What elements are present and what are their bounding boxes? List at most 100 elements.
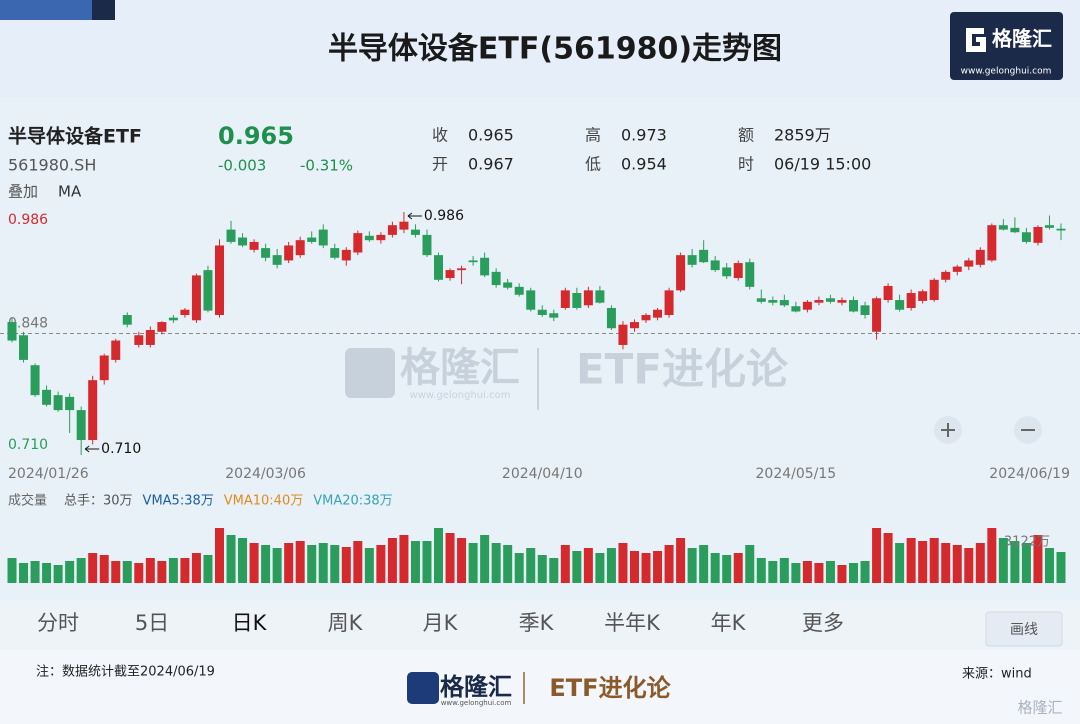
volume-bar [214,528,224,583]
candle-body [514,286,524,295]
candle-body [341,249,351,261]
field-label: 高 [585,126,601,145]
price-change-pct: -0.31% [300,157,353,175]
candle-body [722,267,732,277]
candle-body [745,262,755,287]
field-value: 2859万 [774,126,831,145]
zoom-out[interactable] [1014,416,1042,444]
volume-bar [560,545,570,583]
candle-body [330,248,340,258]
volume-bar [1021,543,1031,583]
indicator-button[interactable]: MA [58,183,82,201]
candle-body [918,291,928,301]
candle-body [906,293,916,308]
volume-bar [653,551,663,583]
candle-body [941,271,951,280]
volume-bar [249,543,259,583]
draw-button[interactable] [985,611,1063,647]
candle-body [1033,226,1043,243]
overlay-button[interactable]: 叠加 [8,183,38,201]
tab[interactable]: 周K [328,611,364,635]
volume-bar [191,553,201,583]
volume-bar [341,547,351,583]
candle-body [491,271,501,286]
candle-body [952,266,962,272]
volume-bar [261,545,271,583]
volume-bar [676,538,686,583]
candle-body [895,300,905,310]
candle-body [572,293,582,308]
volume-bar [76,558,86,583]
volume-bar [491,543,501,583]
volume-bar [65,561,75,583]
tab[interactable]: 年K [711,611,747,635]
candle-body [791,306,801,312]
candle-body [434,255,444,280]
candle-body [987,225,997,261]
volume-bar [422,541,432,583]
footer-url: www.gelonghui.com [441,699,512,707]
tab[interactable]: 日K [232,611,268,635]
field-label: 低 [585,155,601,174]
field-value: 06/19 15:00 [774,155,871,174]
volume-bar [134,563,144,583]
volume-bar [1056,552,1066,583]
volume-bar [537,555,547,583]
volume-bar [42,563,52,583]
tab[interactable]: 月K [423,611,459,635]
arrow [407,212,422,220]
tab[interactable]: 分时 [37,611,79,635]
zoom-in[interactable] [934,416,962,444]
volume-bar [952,545,962,583]
tab[interactable]: 5日 [135,611,169,635]
candle-body [307,237,317,242]
tab-bar [0,600,1080,650]
volume-bar [895,543,905,583]
candle-body [111,340,121,360]
candle-body [537,309,547,316]
footer-logo-icon [407,672,439,704]
volume-bar [595,553,605,583]
candle-body [629,322,639,329]
volume-bar [295,541,305,583]
field-label: 收 [432,126,448,145]
candle-body [318,229,328,246]
candle-body [145,329,155,345]
candle-body [122,315,132,325]
volume-bar [111,561,121,583]
candle-body [53,395,63,411]
volume-bar [457,538,467,583]
volume-bar [699,545,709,583]
volume-bar [353,541,363,583]
candle-body [595,290,605,303]
candle-body [65,396,75,411]
volume-legend: VMA10:40万 [224,494,303,509]
candle-body [19,335,29,360]
tab[interactable]: 半年K [604,611,661,635]
draw-button-label[interactable]: 画线 [1010,622,1038,638]
corner-watermark: 格隆汇 [1017,699,1062,717]
candle-body [710,260,720,271]
corner-block [0,0,92,20]
field-value: 0.965 [468,126,514,145]
volume-bar [526,548,536,583]
footer-bg [0,650,1080,724]
candle-body [503,282,513,288]
footer-brand: 格隆汇 [440,673,512,701]
candle-body [399,221,409,230]
candle-body [214,245,224,316]
volume-bar [226,535,236,583]
tab[interactable]: 更多 [802,611,844,635]
volume-bar [583,548,593,583]
logo-brand: 格隆汇 [992,27,1052,51]
tab[interactable]: 季K [519,611,555,635]
volume-bar [445,533,455,583]
candle-body [849,300,859,312]
volume-bar [664,545,674,583]
volume-bar [779,558,789,583]
volume-bar [814,563,824,583]
field-label: 开 [432,155,448,174]
volume-bar [1010,541,1020,583]
field-value: 0.967 [468,155,514,174]
volume-legend: 总手：30万 [64,494,133,509]
